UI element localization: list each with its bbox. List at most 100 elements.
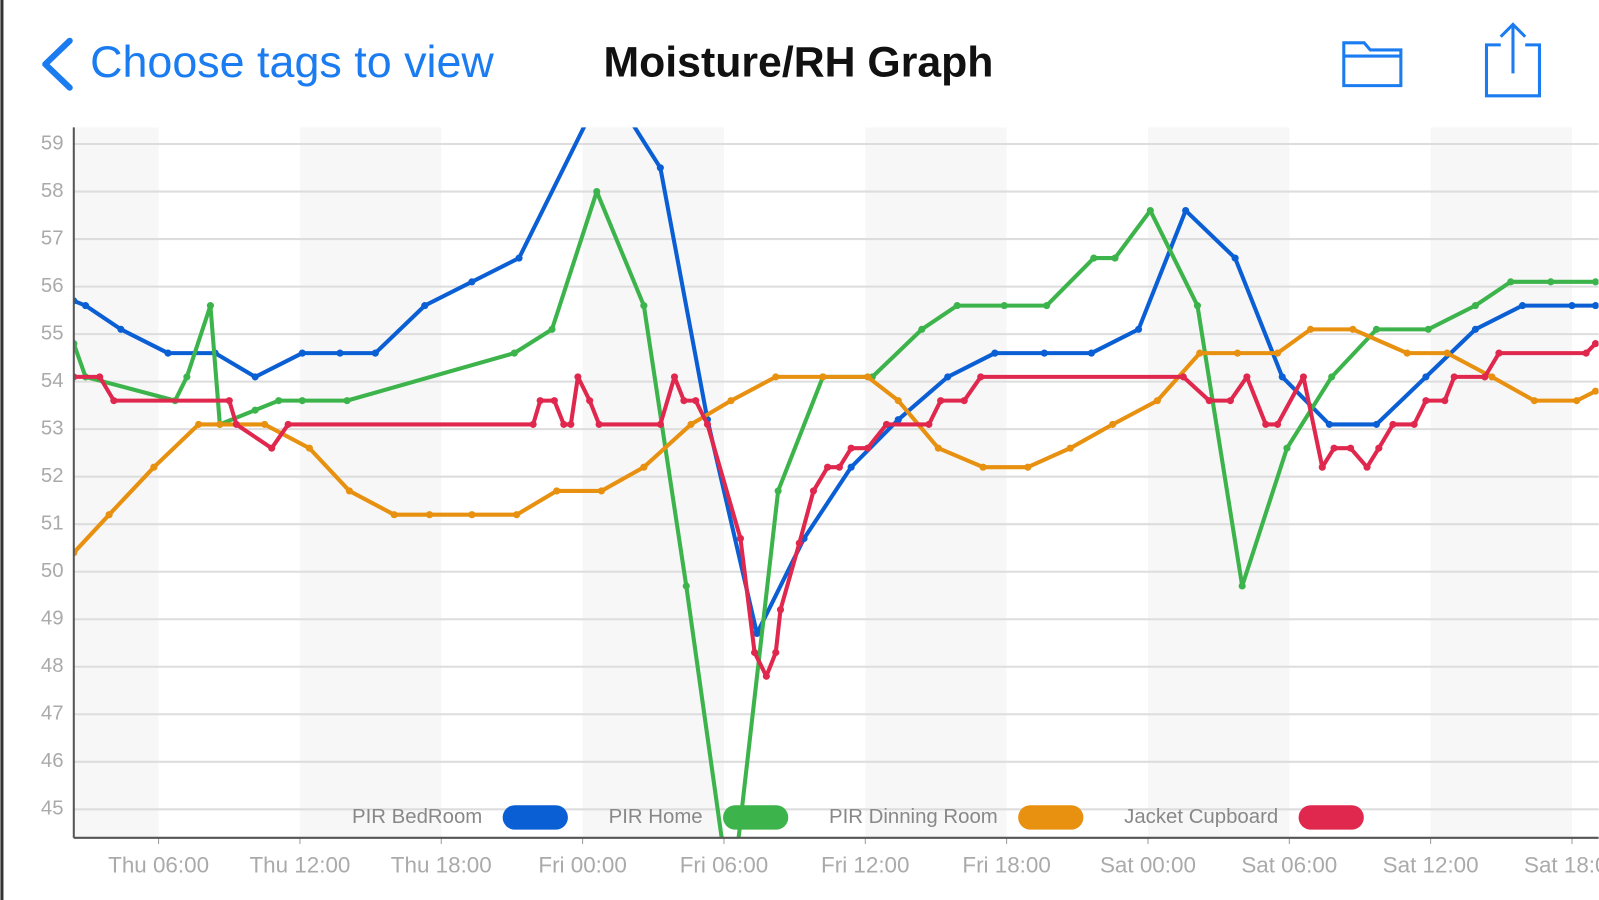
series-point	[1450, 373, 1458, 381]
share-shape[interactable]	[1484, 22, 1542, 98]
legend-label: PIR Dinning Room	[829, 806, 998, 828]
series-point	[1573, 397, 1581, 405]
x-tick-label: Fri 18:00	[962, 852, 1050, 877]
share-icon[interactable]	[1484, 22, 1542, 98]
series-point	[1481, 373, 1489, 381]
series-point	[944, 373, 952, 381]
series-point	[1330, 444, 1338, 452]
legend-label: Jacket Cupboard	[1124, 806, 1278, 828]
x-tick-label: Sat 00:00	[1100, 852, 1196, 877]
series-point	[110, 397, 118, 405]
series-point	[1196, 349, 1204, 357]
series-point	[1090, 254, 1098, 262]
series-point	[1591, 340, 1599, 348]
series-point	[1109, 420, 1117, 428]
folder-shape[interactable]	[1342, 41, 1403, 88]
series-line	[73, 127, 1596, 636]
series-point	[336, 349, 344, 357]
series-point	[183, 373, 191, 381]
series-point	[680, 397, 688, 405]
series-point	[1205, 397, 1213, 405]
band	[1147, 127, 1290, 838]
series-point	[216, 420, 224, 428]
series-point	[150, 463, 158, 471]
legend-swatch	[723, 805, 789, 830]
series-point	[1328, 373, 1336, 381]
series-point	[597, 487, 606, 495]
series-point	[510, 349, 518, 357]
series-point	[847, 463, 855, 471]
series-point	[553, 487, 561, 495]
series-point	[774, 487, 782, 495]
series-point	[206, 302, 214, 310]
series-point	[1325, 420, 1333, 428]
series-point	[1547, 278, 1555, 286]
band	[582, 127, 724, 838]
series-point	[864, 444, 872, 452]
y-tick-label: 48	[41, 655, 64, 677]
series-point	[513, 511, 521, 519]
series-point	[515, 254, 523, 262]
series-point	[225, 397, 233, 405]
y-tick-label: 57	[41, 227, 64, 249]
series-point	[1087, 349, 1095, 357]
series-point	[1582, 349, 1590, 357]
series-point	[232, 420, 240, 428]
series-point	[105, 511, 113, 519]
series-point	[1363, 463, 1371, 471]
x-tick-label: Thu 12:00	[249, 852, 350, 877]
series-point	[164, 349, 172, 357]
series-point	[937, 397, 945, 405]
series-point	[595, 420, 603, 428]
series-point	[795, 539, 803, 547]
series-point	[656, 164, 664, 172]
series-point	[1273, 420, 1282, 428]
series-point	[753, 629, 761, 638]
series-point	[1471, 325, 1479, 333]
series-point	[1299, 373, 1308, 381]
series-point	[776, 606, 785, 614]
series-point	[1153, 397, 1161, 405]
screen-title: Moisture/RH Graph	[603, 39, 993, 87]
series-point	[882, 420, 891, 428]
series-point	[1226, 397, 1234, 405]
series-point	[1182, 206, 1190, 215]
legend-swatch	[1018, 805, 1084, 830]
series-point	[390, 511, 398, 519]
y-tick-label: 53	[41, 418, 64, 440]
bands	[73, 127, 1572, 838]
series-point	[934, 444, 942, 452]
series-point	[835, 463, 843, 471]
series-point	[1507, 278, 1515, 286]
back-chevron[interactable]	[42, 37, 73, 91]
back-label[interactable]: Choose tags to view	[90, 36, 494, 87]
series-point	[656, 420, 664, 428]
series-point	[1273, 349, 1282, 357]
series-point	[847, 444, 855, 452]
x-tick-label: Fri 00:00	[538, 852, 626, 877]
series-point	[1238, 582, 1246, 590]
back-button[interactable]: Choose tags to view	[42, 36, 494, 91]
series-point	[682, 582, 690, 590]
legend-swatch	[502, 805, 568, 830]
plot-lines	[73, 127, 1599, 838]
series-point	[468, 511, 476, 519]
band	[1430, 127, 1572, 838]
series-point	[593, 187, 601, 196]
series-point	[275, 397, 283, 405]
series-point	[1318, 463, 1326, 471]
y-tick-label: 49	[41, 608, 64, 630]
series-point	[687, 420, 695, 428]
y-tick-label: 54	[41, 370, 64, 392]
series-point	[809, 487, 818, 495]
series-point	[1040, 349, 1048, 357]
series-point	[1424, 325, 1432, 333]
series-point	[251, 406, 259, 414]
x-tick-label: Sat 12:00	[1383, 852, 1479, 877]
series-point	[736, 534, 745, 543]
legend-label: PIR Home	[609, 806, 703, 828]
y-tick-label: 46	[41, 750, 64, 772]
folder-icon[interactable]	[1342, 41, 1403, 88]
series-point	[1306, 325, 1315, 333]
